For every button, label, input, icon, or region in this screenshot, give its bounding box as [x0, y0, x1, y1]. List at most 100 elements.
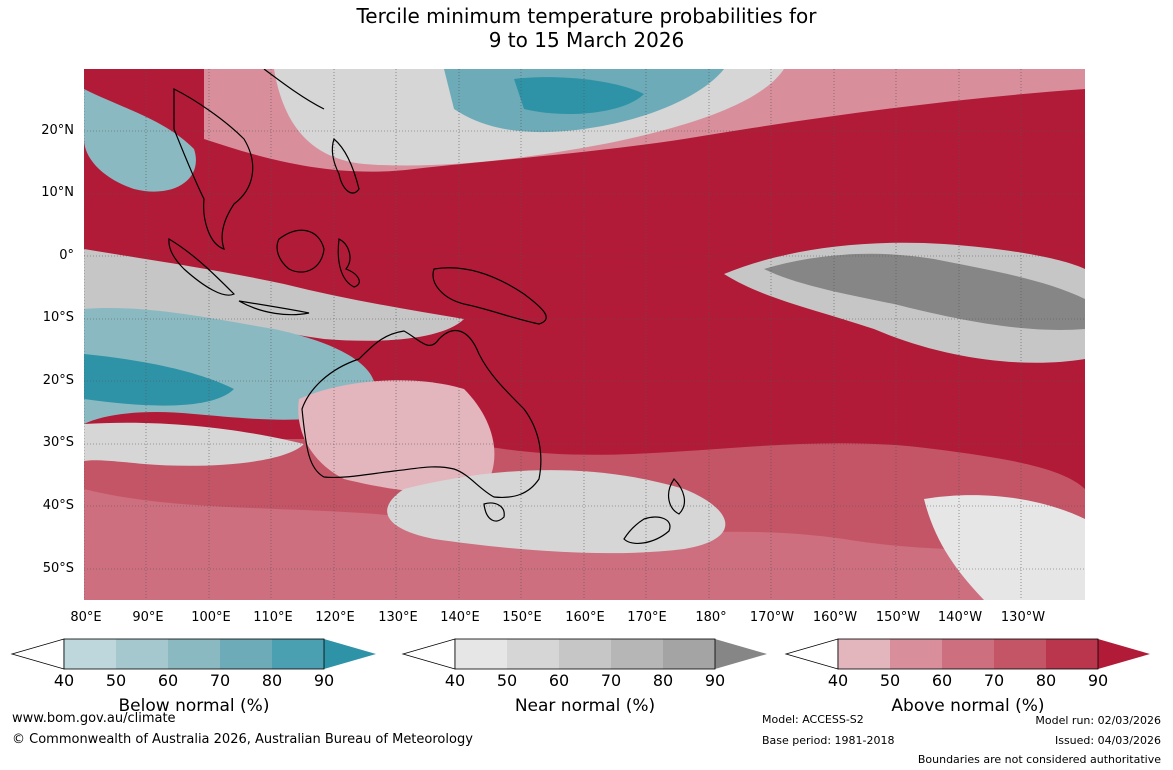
cbar-above-tick-50: 50 — [879, 671, 901, 690]
region-below-scs — [84, 89, 196, 192]
indochina-coastline — [173, 88, 254, 250]
lat-label-20n: 20°N — [41, 123, 74, 138]
cbar-below-tick-70: 70 — [209, 671, 231, 690]
model-text: Model: ACCESS-S2 — [762, 713, 864, 726]
sulawesi-coastline — [337, 238, 360, 288]
copyright-text: © Commonwealth of Australia 2026, Austra… — [12, 732, 473, 747]
new-guinea-coastline — [432, 267, 547, 325]
colorbar-above-swatch-50 — [890, 639, 942, 669]
lon-label-150w: 150°W — [875, 610, 921, 625]
website-link[interactable]: www.bom.gov.au/climate — [12, 711, 176, 726]
region-above-australia-interior — [298, 380, 495, 494]
title-line-2: 9 to 15 March 2026 — [488, 28, 685, 52]
lon-label-120e: 120°E — [315, 610, 355, 625]
colorbar-above-extension-low — [784, 638, 839, 670]
colorbar-below-swatch-60 — [168, 639, 220, 669]
cbar-above-tick-40: 40 — [827, 671, 849, 690]
colorbar-near-swatch-40 — [455, 639, 507, 669]
cbar-near-tick-50: 50 — [496, 671, 518, 690]
lat-label-10n: 10°N — [41, 185, 74, 200]
cbar-above-tick-70: 70 — [983, 671, 1005, 690]
colorbar-above — [784, 638, 1150, 670]
lat-label-50s: 50°S — [42, 561, 74, 576]
cbar-near-tick-40: 40 — [444, 671, 466, 690]
colorbar-below — [10, 638, 376, 670]
cbar-below-label: Below normal (%) — [118, 696, 270, 716]
tasmania-coastline — [483, 502, 505, 522]
lon-label-170w: 170°W — [749, 610, 795, 625]
lon-label-80e: 80°E — [70, 610, 102, 625]
colorbar-above-frame — [837, 638, 1099, 670]
cbar-above-tick-90: 90 — [1087, 671, 1109, 690]
model-run-text: Model run: 02/03/2026 — [1035, 714, 1161, 727]
colorbar-below-frame — [63, 638, 325, 670]
philippines-coastline — [331, 137, 360, 194]
graticule — [83, 69, 1085, 600]
nz-north-island — [667, 478, 686, 515]
lon-label-140w: 140°W — [937, 610, 983, 625]
china-coastline — [263, 68, 325, 110]
cbar-below-tick-40: 40 — [53, 671, 75, 690]
cbar-below-tick-80: 80 — [261, 671, 283, 690]
cbar-near-tick-70: 70 — [600, 671, 622, 690]
colorbar-near-extension-high — [715, 639, 767, 669]
borneo-coastline — [276, 229, 325, 273]
region-below-north-strong — [514, 77, 644, 114]
coastlines — [168, 68, 686, 545]
lon-label-180: 180° — [695, 610, 727, 625]
lon-label-130e: 130°E — [378, 610, 418, 625]
lat-label-0: 0° — [59, 248, 74, 263]
region-near-se-pacific — [924, 495, 1085, 600]
base-period-text: Base period: 1981-2018 — [762, 734, 895, 747]
lon-label-130w: 130°W — [1000, 610, 1046, 625]
region-near-south-indian — [84, 422, 304, 466]
cbar-below-tick-90: 90 — [313, 671, 335, 690]
cbar-below-tick-60: 60 — [157, 671, 179, 690]
colorbar-below-swatch-70 — [220, 639, 272, 669]
colorbar-below-swatch-50 — [116, 639, 168, 669]
map-title: Tercile minimum temperature probabilitie… — [0, 4, 1173, 52]
lon-label-110e: 110°E — [253, 610, 293, 625]
lon-label-160e: 160°E — [565, 610, 605, 625]
cbar-near-label: Near normal (%) — [514, 696, 656, 716]
title-line-1: Tercile minimum temperature probabilitie… — [356, 4, 817, 28]
cbar-above-label: Above normal (%) — [891, 696, 1045, 716]
colorbar-near-frame — [454, 638, 716, 670]
region-below-indian-ocean-strong — [84, 354, 234, 406]
cbar-above-tick-80: 80 — [1035, 671, 1057, 690]
colorbar-below-extension-high — [324, 639, 376, 669]
nz-south-island — [623, 516, 671, 545]
probability-map — [83, 68, 1085, 600]
cbar-below-tick-50: 50 — [105, 671, 127, 690]
sumatra-coastline — [168, 237, 236, 296]
lat-label-10s: 10°S — [42, 310, 74, 325]
cbar-near-tick-90: 90 — [704, 671, 726, 690]
cbar-above-tick-60: 60 — [931, 671, 953, 690]
lon-label-140e: 140°E — [440, 610, 480, 625]
issued-text: Issued: 04/03/2026 — [1054, 734, 1161, 747]
colorbar-below-swatch-40 — [64, 639, 116, 669]
lon-label-170e: 170°E — [627, 610, 667, 625]
colorbar-above-swatch-40 — [838, 639, 890, 669]
australia-coastline — [301, 329, 542, 499]
cbar-near-tick-80: 80 — [652, 671, 674, 690]
region-near-indonesia — [84, 249, 464, 341]
lat-label-30s: 30°S — [42, 435, 74, 450]
colorbar-near-swatch-70 — [611, 639, 663, 669]
lon-label-90e: 90°E — [132, 610, 164, 625]
colorbar-near-swatch-80 — [663, 639, 715, 669]
region-near-central-pacific-strong — [764, 253, 1085, 330]
colorbar-above-swatch-80 — [1046, 639, 1098, 669]
colorbar-below-swatch-80 — [272, 639, 324, 669]
java-coastline — [238, 300, 310, 316]
colorbar-near-swatch-60 — [559, 639, 611, 669]
colorbar-near-swatch-50 — [507, 639, 559, 669]
lat-label-40s: 40°S — [42, 498, 74, 513]
region-near-tasman — [387, 470, 726, 554]
map-canvas — [83, 68, 1085, 600]
lon-label-150e: 150°E — [502, 610, 542, 625]
cbar-near-tick-60: 60 — [548, 671, 570, 690]
colorbar-above-swatch-60 — [942, 639, 994, 669]
colorbar-near-extension-low — [401, 638, 456, 670]
lon-label-160w: 160°W — [812, 610, 858, 625]
